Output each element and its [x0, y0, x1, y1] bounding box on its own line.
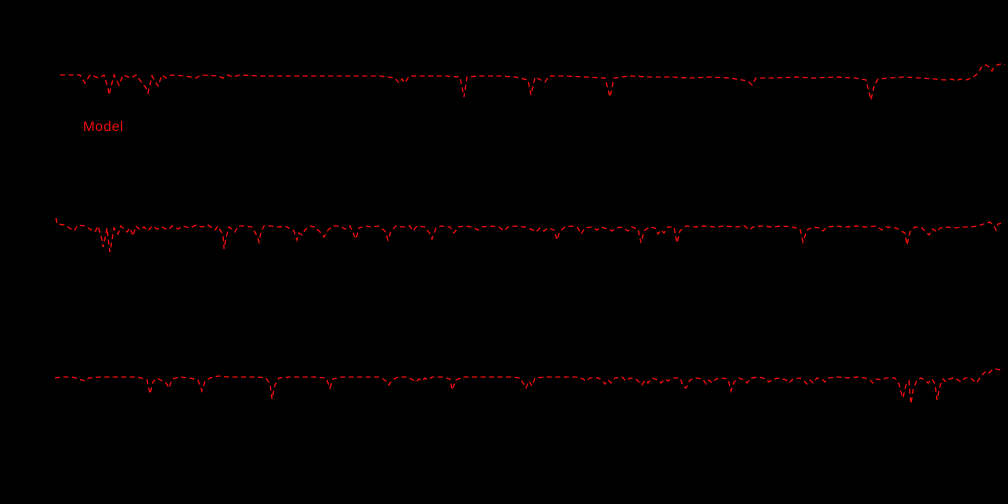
model-legend-label: Model: [83, 118, 124, 134]
model-trace-middle: [55, 217, 1003, 253]
model-trace-bottom: [54, 368, 1004, 405]
model-trace-top: [60, 63, 1006, 101]
